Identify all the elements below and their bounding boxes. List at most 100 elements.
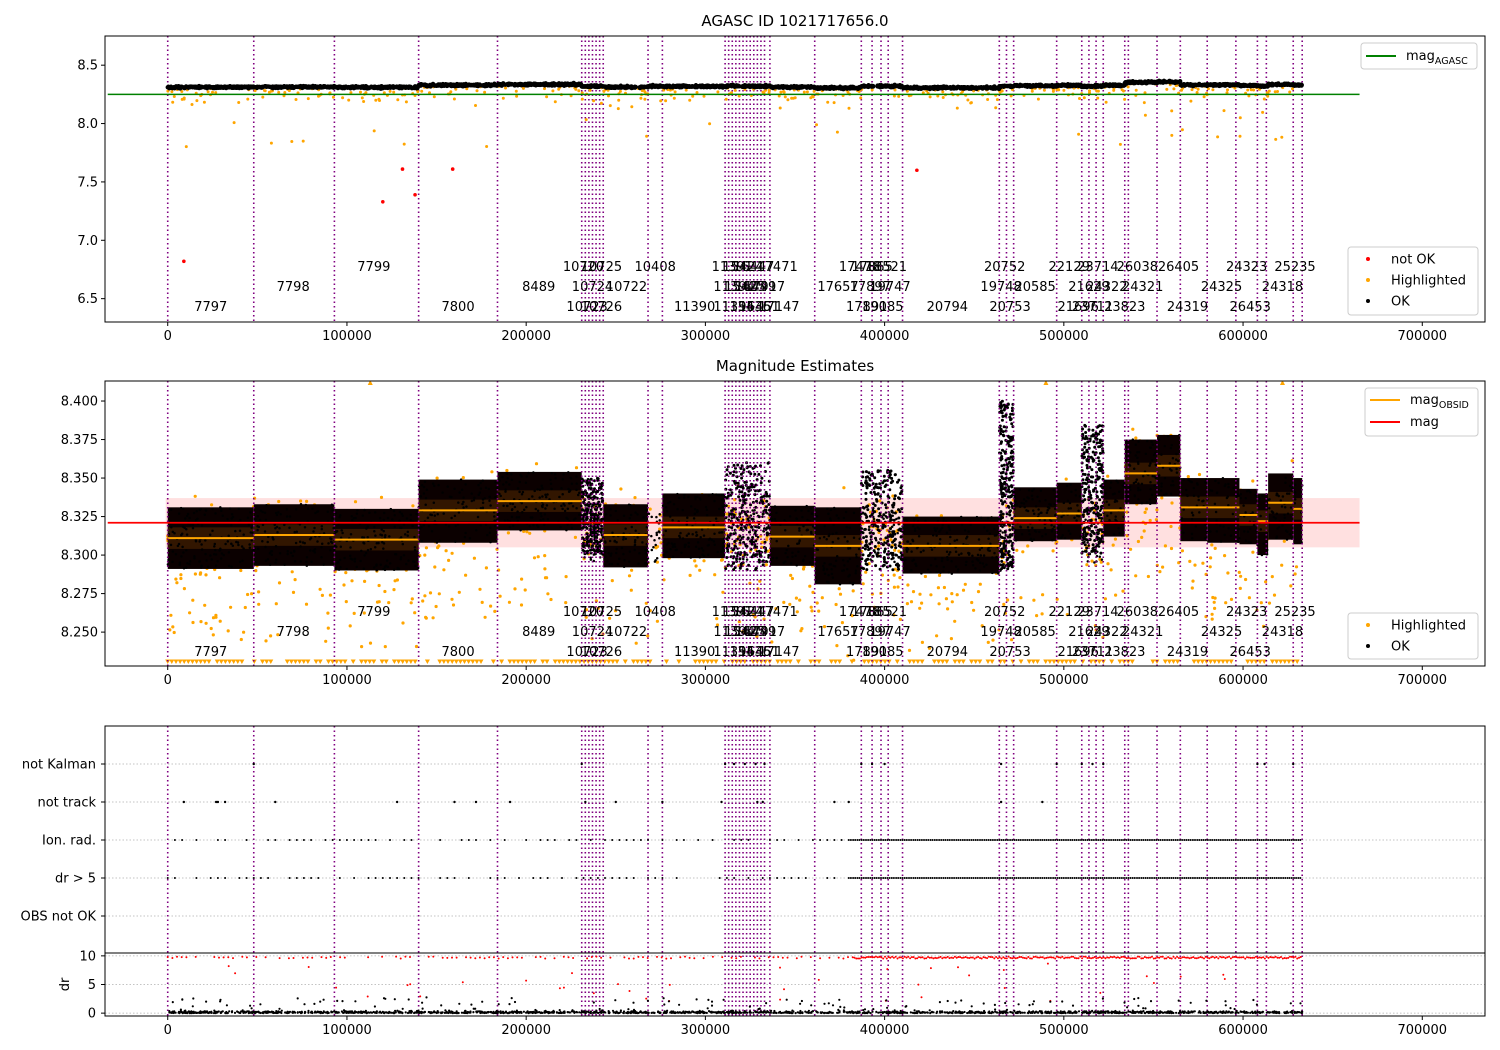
agasc-obsid-label: 23823 <box>1104 300 1145 315</box>
agasc-obsid-label: 22129 <box>1049 260 1090 275</box>
flag-point <box>847 800 850 804</box>
magnitude-obsid-label: 11391 <box>712 605 753 620</box>
flag-point <box>453 800 456 804</box>
agasc-obsid-label: 19748 <box>980 280 1021 295</box>
magnitude-obsid-label: 24321 <box>1122 625 1163 640</box>
agasc-panel-title: AGASC ID 1021717656.0 <box>701 12 888 30</box>
agasc-obsid-label: 18521 <box>866 260 907 275</box>
flag-point <box>870 762 874 766</box>
agasc-obsid-label: 17471 <box>756 260 797 275</box>
flag-point <box>754 762 757 766</box>
magnitude-obsid-label: 16449 <box>735 625 776 640</box>
flag-point <box>860 762 863 766</box>
magnitude-legend-bottom-box <box>1347 612 1479 660</box>
agasc-obsid-label: 10724 <box>572 280 613 295</box>
flag-point <box>1102 762 1105 766</box>
flag-category-label: not Kalman <box>22 758 96 773</box>
agasc-obsid-label: 8489 <box>522 280 555 295</box>
flag-point <box>1256 762 1259 766</box>
flag-point <box>1091 762 1094 766</box>
magnitude-obsid-label: 20794 <box>927 645 968 660</box>
agasc-obsid-label: 20752 <box>984 260 1025 275</box>
flag-point <box>761 800 764 804</box>
agasc-obsid-label: 17917 <box>744 280 785 295</box>
flags-xtick-label: 200000 <box>501 1023 551 1038</box>
magnitude-panel-title: Magnitude Estimates <box>716 357 874 375</box>
agasc-obsid-label: 24321 <box>1122 280 1163 295</box>
agasc-obsid-label: 21696 <box>1057 300 1098 315</box>
agasc-obsid-label: 21629 <box>1068 280 1109 295</box>
dr-ytick-label: 5 <box>88 978 96 993</box>
magnitude-data-layer: 7797 7798 7799 7800 8489 10720 10724 10723 10725… <box>107 381 1360 666</box>
magnitude-obsid-label: 23711 <box>1072 645 1113 660</box>
magnitude-obsid-label: 10720 <box>563 605 604 620</box>
magnitude-xtick-label: 400000 <box>860 673 910 688</box>
agasc-obsid-label: 26038 <box>1117 260 1158 275</box>
flag-point <box>883 762 886 766</box>
agasc-ytick-label: 7.0 <box>77 234 98 249</box>
flag-point <box>274 800 277 804</box>
magnitude-obsid-label: 17917 <box>744 625 785 640</box>
agasc-not-ok-point <box>413 192 417 197</box>
agasc-legend-marker <box>1366 257 1370 261</box>
magnitude-xtick-label: 600000 <box>1218 673 1268 688</box>
agasc-xtick-label: 200000 <box>501 329 551 344</box>
agasc-obsid-label: 10720 <box>563 260 604 275</box>
agasc-obsid-label: 26453 <box>1230 300 1271 315</box>
magnitude-obsid-label: 21629 <box>1068 625 1109 640</box>
magnitude-obsid-label: 26453 <box>1230 645 1271 660</box>
flags-xtick-label: 300000 <box>681 1023 731 1038</box>
magnitude-xtick-label: 300000 <box>681 673 731 688</box>
magnitude-obsid-label: 11394 <box>713 625 754 640</box>
magnitude-axes-frame <box>104 380 1486 667</box>
magnitude-obsid-label: 19085 <box>862 645 903 660</box>
flags-xtick-label: 500000 <box>1039 1023 1089 1038</box>
agasc-legend-bottom: not OK Highlighted OK <box>1347 246 1479 316</box>
flags-data-layer <box>105 726 1485 1016</box>
magnitude-obsid-label: 10726 <box>581 645 622 660</box>
agasc-ytick-label: 8.0 <box>77 117 98 132</box>
flag-point <box>252 762 255 766</box>
magnitude-obsid-label: 15425 <box>724 625 765 640</box>
agasc-obsid-label: 7797 <box>194 300 227 315</box>
agasc-not-ok-point <box>400 167 405 171</box>
dr-axis-label: dr <box>58 977 73 991</box>
agasc-xtick-label: 400000 <box>860 329 910 344</box>
magnitude-obsid-label: 18521 <box>866 605 907 620</box>
magnitude-ytick-label: 8.375 <box>61 433 98 448</box>
magnitude-obsid-label: 10408 <box>635 605 676 620</box>
magnitude-obsid-label: 10725 <box>581 605 622 620</box>
agasc-obsid-label: 17478 <box>839 260 880 275</box>
agasc-obsid-label: 17865 <box>851 260 892 275</box>
magnitude-obsid-label: 25235 <box>1274 605 1315 620</box>
flag-point <box>182 800 186 804</box>
agasc-obsid-label: 17897 <box>850 280 891 295</box>
agasc-panel: AGASC ID 1021717656.0 7797 7798 7799 7800 84… <box>77 12 1486 344</box>
flags-xtick-label: 600000 <box>1218 1023 1268 1038</box>
magnitude-obsid-label: 24319 <box>1167 645 1208 660</box>
magnitude-obsid-label: 7797 <box>194 645 227 660</box>
agasc-obsid-label: 15424 <box>722 260 763 275</box>
magnitude-legend-bottom: Highlighted OK <box>1347 612 1479 660</box>
magnitude-xtick-label: 500000 <box>1039 673 1089 688</box>
flag-category-label: OBS not OK <box>21 910 97 925</box>
agasc-obsid-label: 17891 <box>846 300 887 315</box>
agasc-ytick-label: 6.5 <box>77 292 98 307</box>
flag-point <box>743 762 747 766</box>
flag-point <box>732 762 736 766</box>
magnitude-panel: Magnitude Estimates 7797 7798 7799 7800 8489… <box>61 357 1486 688</box>
flag-point <box>216 800 220 804</box>
magnitude-obsid-label: 19748 <box>980 625 1021 640</box>
flag-point <box>584 800 587 804</box>
flag-point <box>474 800 478 804</box>
below-range-markers <box>165 659 1300 664</box>
agasc-xtick-label: 100000 <box>322 329 372 344</box>
agasc-ytick-label: 7.5 <box>77 175 98 190</box>
agasc-obsid-label: 10726 <box>581 300 622 315</box>
magnitude-plot-area: 7797 7798 7799 7800 8489 10720 10724 10723 10725… <box>61 380 1486 688</box>
flag-point <box>580 762 583 766</box>
magnitude-ytick-label: 8.350 <box>61 472 98 487</box>
agasc-xtick-label: 500000 <box>1039 329 1089 344</box>
flag-category-label: dr > 5 <box>55 872 96 887</box>
